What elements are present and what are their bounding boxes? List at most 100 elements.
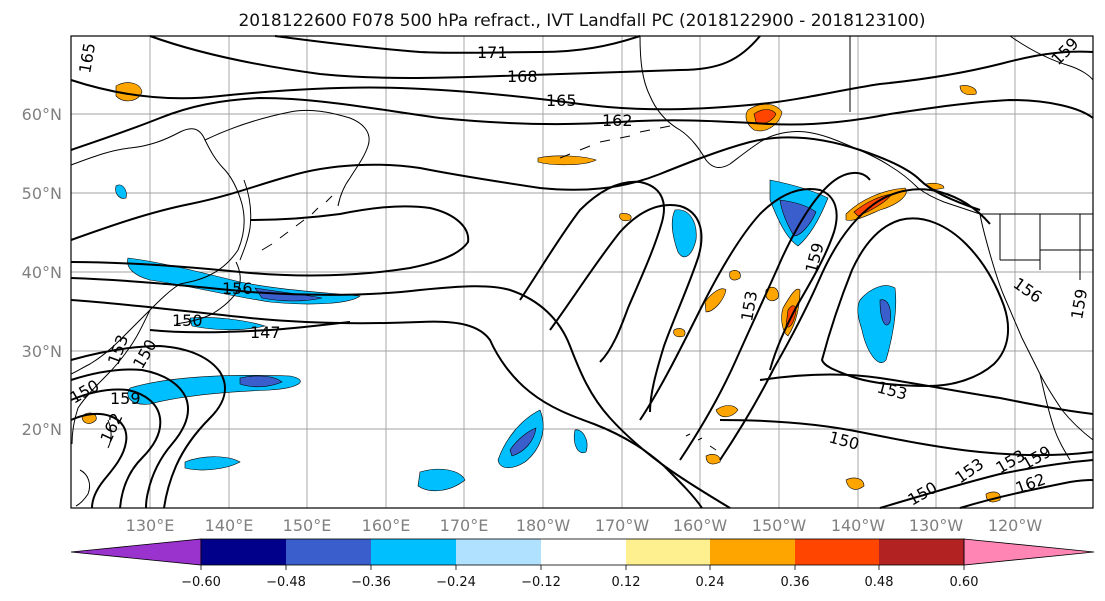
contour-label: 150 (172, 311, 203, 330)
neg-anomaly-small-2 (417, 468, 466, 492)
coast-hawaii (685, 433, 717, 451)
colorbar-extend-high (963, 538, 1095, 566)
latitude-labels: 60°N 50°N 40°N 30°N 20°N (22, 105, 62, 439)
colorbar: −0.60 −0.48 −0.36 −0.24 −0.12 0.12 0.24 … (70, 538, 1095, 590)
lon-label: 140°E (205, 516, 254, 535)
colorbar-extend-low (70, 538, 202, 566)
colorbar-tick-label: 0.36 (781, 575, 810, 590)
contour-label: 147 (250, 323, 281, 342)
colorbar-tick-label: 0.12 (612, 575, 641, 590)
contour-se-162 (959, 479, 1094, 509)
lat-label: 20°N (22, 420, 62, 439)
colorbar-bin (795, 539, 879, 565)
neg-anomaly-small-1 (573, 429, 588, 454)
pos-anomaly-east-1 (959, 85, 977, 96)
neg-anomaly-160w (671, 209, 697, 258)
coast-canada-east (1009, 35, 1094, 81)
longitude-labels: 130°E 140°E 150°E 160°E 170°E 180°W 170°… (126, 516, 1043, 535)
contour-label: 162 (602, 111, 633, 130)
lon-label: 130°W (909, 516, 964, 535)
map-frame (70, 35, 1094, 509)
contour-ridge-a (679, 172, 871, 461)
lon-label: 130°E (126, 516, 175, 535)
contour-trough-c (639, 188, 838, 421)
lat-label: 60°N (22, 105, 62, 124)
lon-label: 170°W (595, 516, 650, 535)
contour-156 (70, 205, 470, 277)
coast-asia-mainland (70, 128, 245, 375)
colorbar-bin (456, 539, 541, 565)
neg-anomaly-japan-jet (127, 257, 361, 305)
colorbar-bin (541, 539, 626, 565)
contour-168 (149, 35, 761, 79)
lon-label: 160°E (362, 516, 411, 535)
coast-kurils (261, 195, 333, 251)
contour-east-loop (820, 217, 1010, 388)
colorbar-tick-label: −0.36 (351, 575, 391, 590)
contour-label: 159 (110, 389, 141, 408)
contour-165 (70, 50, 1094, 111)
contour-ridge-b (719, 188, 991, 461)
contour-label: 171 (477, 43, 508, 62)
contour-171 (274, 35, 641, 54)
pos-anomaly-160w-a (704, 288, 727, 313)
lon-label: 180°W (516, 516, 571, 535)
coast-baja (1039, 373, 1071, 461)
colorbar-tick-label: −0.48 (266, 575, 306, 590)
lon-label: 140°W (831, 516, 886, 535)
contour-se-159 (879, 459, 1094, 509)
lon-label: 150°E (283, 516, 332, 535)
neg-anomaly-south-band (184, 456, 241, 471)
colorbar-bin (286, 539, 371, 565)
lon-label: 170°E (440, 516, 489, 535)
map-title: 2018122600 F078 500 hPa refract., IVT La… (238, 11, 925, 31)
colorbar-tick-label: −0.24 (436, 575, 476, 590)
colorbar-bin (201, 539, 286, 565)
lat-label: 40°N (22, 263, 62, 282)
coast-kamchatka (204, 109, 370, 207)
lat-label: 50°N (22, 184, 62, 203)
colorbar-tick-label: −0.60 (181, 575, 221, 590)
shading-positive (81, 82, 1001, 503)
contour-east-150 (719, 419, 1094, 456)
neg-anomaly-gulf-core (779, 199, 817, 237)
border-states (999, 214, 1093, 280)
colorbar-tick-label: 0.24 (696, 575, 725, 590)
coast-sakhalin (239, 179, 252, 261)
colorbar-tick-label: 0.60 (950, 575, 979, 590)
pos-anomaly-150w-south (715, 405, 739, 418)
pos-anomaly-160w-b (729, 270, 741, 281)
contour-150 (70, 299, 703, 509)
lat-label: 30°N (22, 342, 62, 361)
colorbar-ticks (200, 565, 965, 570)
coast-japan (175, 261, 241, 325)
neg-anomaly-south-japan (189, 317, 267, 331)
neg-anomaly-west-edge (115, 184, 127, 199)
neg-anomaly-east-core (879, 299, 891, 326)
coastlines (70, 35, 1094, 507)
pos-anomaly-155w (765, 286, 779, 302)
pos-anomaly-mid-1 (619, 213, 632, 222)
contour-west-tight-1 (70, 344, 226, 509)
contour-west-tight-4 (70, 412, 128, 509)
neg-anomaly-180-core (509, 427, 537, 457)
colorbar-bin (879, 539, 964, 565)
colorbar-bin (710, 539, 795, 565)
contour-159-north (70, 136, 981, 241)
contour-trough-b (549, 204, 703, 413)
map-panel: 171 168 165 165 162 159 156 153 153 150 … (67, 34, 1094, 509)
contour-trough-a (519, 180, 665, 363)
pos-anomaly-mid-2 (673, 328, 686, 338)
contour-label: 168 (507, 67, 538, 86)
pos-anomaly-kamchatka (115, 82, 143, 102)
lon-label: 120°W (988, 516, 1043, 535)
coast-aleutians (559, 125, 671, 159)
colorbar-tick-label: −0.12 (521, 575, 561, 590)
height-contours (70, 35, 1094, 509)
lon-label: 150°W (752, 516, 807, 535)
pos-anomaly-south-east (845, 477, 865, 490)
colorbar-bin (626, 539, 710, 565)
lon-label: 160°W (673, 516, 728, 535)
contour-162 (70, 96, 1094, 151)
